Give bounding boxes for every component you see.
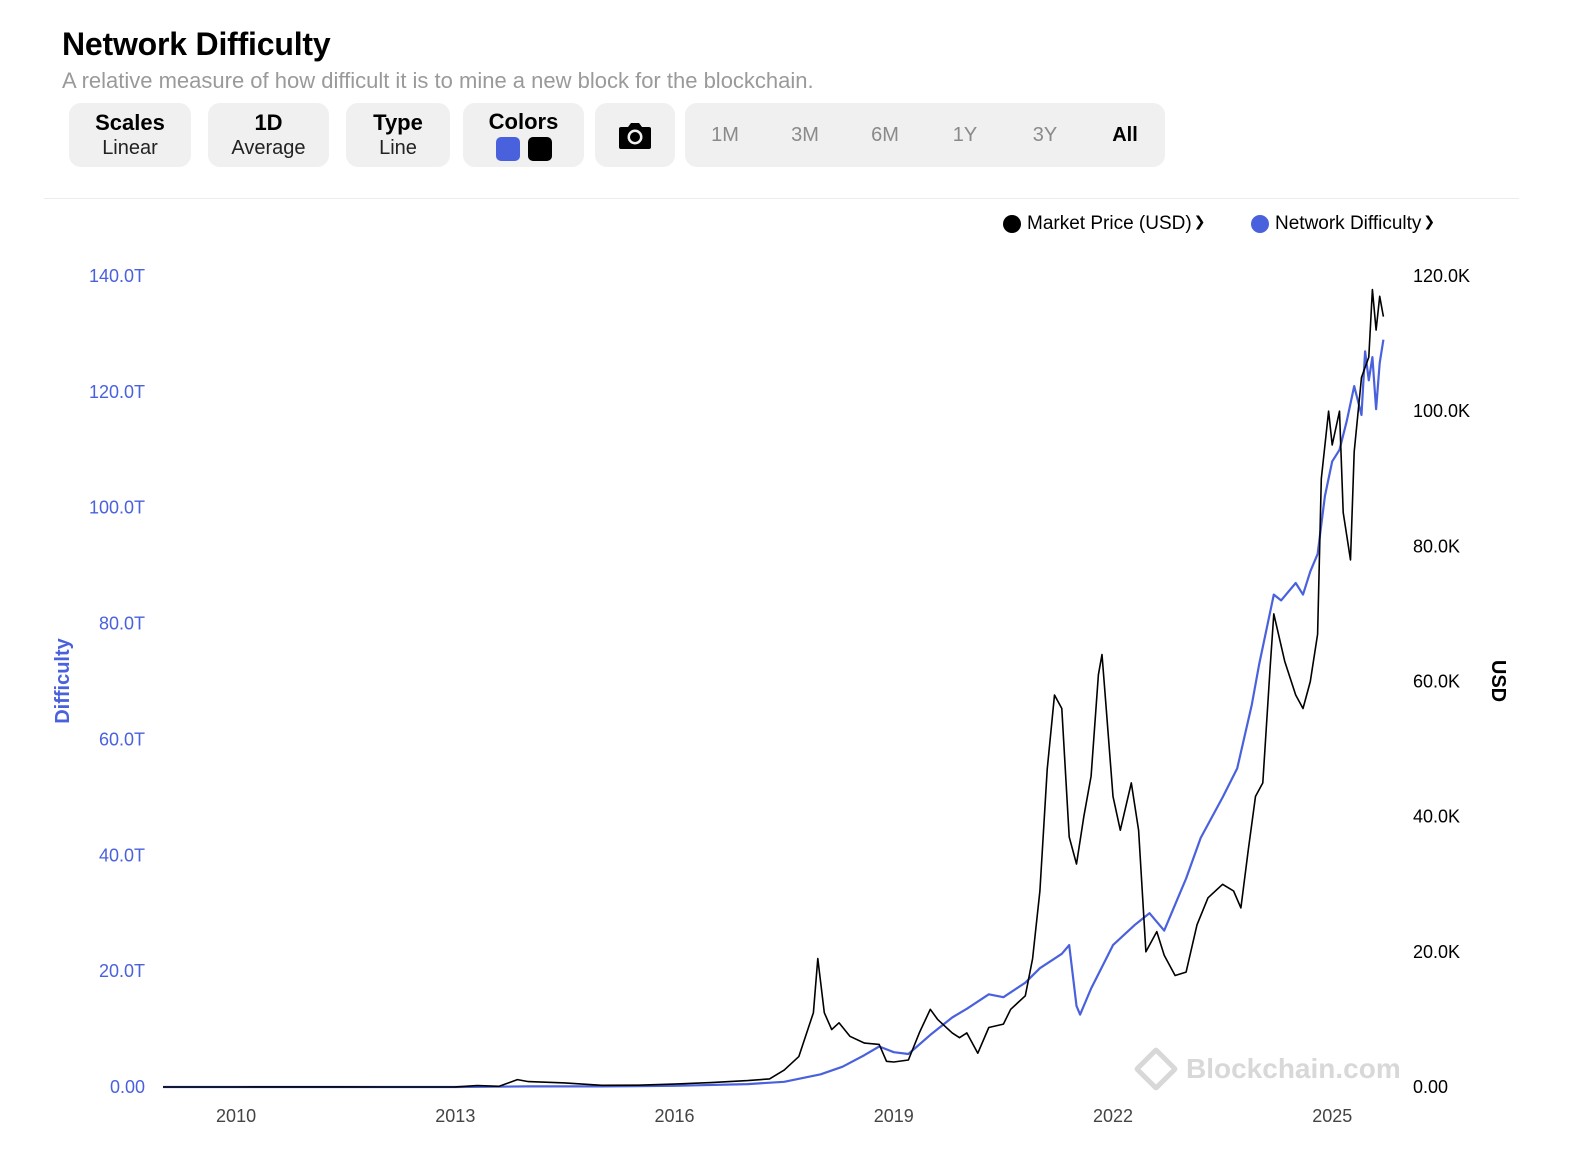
x-tick-label: 2025 xyxy=(1312,1106,1352,1126)
range-3y[interactable]: 3Y xyxy=(1032,123,1058,146)
right-tick-label: 40.0K xyxy=(1413,807,1460,827)
network-difficulty-series-line xyxy=(163,339,1385,1089)
legend-label-market-price: Market Price (USD) xyxy=(1027,213,1192,234)
legend-market-price[interactable]: Market Price (USD) ❯ xyxy=(1003,211,1205,237)
legend-network-difficulty[interactable]: Network Difficulty ❯ xyxy=(1251,211,1435,237)
x-axis-ticks: 2010 2013 2016 2019 2022 2025 xyxy=(216,1106,1352,1126)
header-divider xyxy=(44,198,1519,199)
left-tick-label: 0.00 xyxy=(110,1077,145,1097)
right-tick-label: 100.0K xyxy=(1413,401,1470,421)
right-tick-label: 0.00 xyxy=(1413,1077,1448,1097)
colors-label: Colors xyxy=(488,109,559,134)
time-range-group: 1M 3M 6M 1Y 3Y All xyxy=(685,103,1165,167)
left-tick-label: 40.0T xyxy=(99,845,145,865)
camera-icon xyxy=(619,123,651,149)
left-tick-label: 20.0T xyxy=(99,961,145,981)
watermark: Blockchain.com xyxy=(1133,1046,1401,1092)
screenshot-button[interactable] xyxy=(595,103,675,167)
right-tick-label: 80.0K xyxy=(1413,536,1460,556)
blue-color-swatch[interactable] xyxy=(495,137,520,161)
scales-button[interactable]: Scales Linear xyxy=(69,103,191,167)
left-tick-label: 80.0T xyxy=(99,614,145,634)
type-button[interactable]: Type Line xyxy=(346,103,450,167)
range-6m[interactable]: 6M xyxy=(871,123,899,146)
scales-label: Scales xyxy=(95,110,165,135)
range-1y[interactable]: 1Y xyxy=(952,123,978,146)
legend-dot-network-difficulty xyxy=(1251,215,1269,233)
left-tick-label: 140.0T xyxy=(89,266,145,286)
left-axis-title: Difficulty xyxy=(52,637,74,723)
type-label: Type xyxy=(373,110,423,135)
page-subtitle: A relative measure of how difficult it i… xyxy=(62,68,814,93)
average-value: Average xyxy=(231,137,306,159)
right-axis-title: USD xyxy=(1487,660,1509,702)
range-1m[interactable]: 1M xyxy=(711,123,739,146)
market-price-series-line xyxy=(163,288,1385,1088)
left-tick-label: 100.0T xyxy=(89,498,145,518)
colors-button[interactable]: Colors xyxy=(463,103,584,167)
range-all[interactable]: All xyxy=(1112,123,1138,146)
right-tick-label: 20.0K xyxy=(1413,942,1460,962)
left-tick-label: 60.0T xyxy=(99,729,145,749)
type-value: Line xyxy=(379,137,417,159)
average-button[interactable]: 1D Average xyxy=(208,103,329,167)
right-tick-label: 60.0K xyxy=(1413,672,1460,692)
left-tick-label: 120.0T xyxy=(89,382,145,402)
x-tick-label: 2016 xyxy=(655,1106,695,1126)
x-tick-label: 2010 xyxy=(216,1106,256,1126)
scales-value: Linear xyxy=(102,137,158,159)
black-color-swatch[interactable] xyxy=(527,137,552,161)
series-layer xyxy=(163,288,1385,1089)
range-3m[interactable]: 3M xyxy=(791,123,819,146)
legend-label-network-difficulty: Network Difficulty xyxy=(1275,213,1422,234)
x-tick-label: 2019 xyxy=(874,1106,914,1126)
watermark-text: Blockchain.com xyxy=(1186,1053,1401,1084)
left-axis-ticks: 0.00 20.0T 40.0T 60.0T 80.0T 100.0T 120.0T 140.… xyxy=(89,266,145,1097)
legend-dot-market-price xyxy=(1003,215,1021,233)
right-tick-label: 120.0K xyxy=(1413,266,1470,286)
chevron-down-icon: ❯ xyxy=(1193,212,1206,229)
blockchain-logo-icon xyxy=(1133,1046,1179,1092)
x-tick-label: 2022 xyxy=(1093,1106,1133,1126)
chevron-down-icon: ❯ xyxy=(1423,212,1436,229)
page-title: Network Difficulty xyxy=(62,26,331,62)
average-label: 1D xyxy=(254,110,283,135)
right-axis-ticks: 0.00 20.0K 40.0K 60.0K 80.0K 100.0K 120.0K xyxy=(1413,266,1470,1097)
x-tick-label: 2013 xyxy=(435,1106,475,1126)
